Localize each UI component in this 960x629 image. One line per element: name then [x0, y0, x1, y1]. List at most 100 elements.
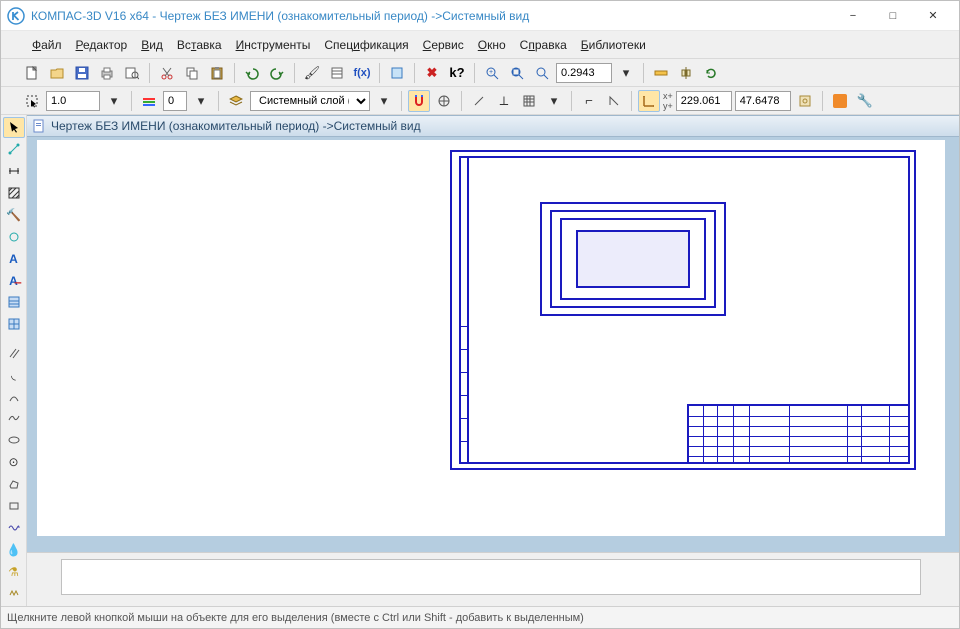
layer-index-dropdown-arrow[interactable]: ▾	[190, 90, 212, 112]
zoom-dropdown-arrow[interactable]: ▾	[615, 62, 637, 84]
table-tool[interactable]	[3, 292, 25, 313]
perp-button[interactable]: ⌐	[578, 90, 600, 112]
window-controls: − □ ✕	[833, 5, 953, 27]
zoom-input[interactable]	[556, 63, 612, 83]
drawing-canvas[interactable]	[37, 140, 945, 536]
hatch-tool[interactable]	[3, 183, 25, 204]
document-titlebar[interactable]: Чертеж БЕЗ ИМЕНИ (ознакомительный период…	[27, 115, 959, 137]
zoom-fit-button[interactable]	[506, 62, 528, 84]
maximize-button[interactable]: □	[873, 5, 913, 27]
mirror-button[interactable]	[675, 62, 697, 84]
statusbar: Щелкните левой кнопкой мыши на объекте д…	[1, 606, 959, 628]
text-tool[interactable]: A	[3, 248, 25, 269]
layer-select[interactable]: Системный слой (0)	[250, 91, 370, 111]
pointer-tool[interactable]	[3, 117, 25, 138]
coord-label-x: x+y+	[663, 91, 673, 111]
orange-panel-button[interactable]	[829, 90, 851, 112]
menu-файл[interactable]: Файл	[25, 34, 69, 56]
grid-button[interactable]	[518, 90, 540, 112]
layer-extra-button[interactable]: ▾	[373, 90, 395, 112]
modify-tool[interactable]: 🔨	[3, 205, 25, 226]
parallel-tool[interactable]	[3, 342, 25, 363]
menu-сервис[interactable]: Сервис	[416, 34, 471, 56]
settings-button[interactable]	[794, 90, 816, 112]
line-tool[interactable]	[3, 139, 25, 160]
coord-button[interactable]	[638, 90, 660, 112]
menu-вид[interactable]: Вид	[134, 34, 170, 56]
angle-button[interactable]	[603, 90, 625, 112]
drop-tool[interactable]: 💧	[3, 539, 25, 560]
circle-tool[interactable]	[3, 226, 25, 247]
undo-button[interactable]	[241, 62, 263, 84]
separator	[643, 63, 644, 83]
wrench-button[interactable]: 🔧	[854, 90, 876, 112]
open-button[interactable]	[46, 62, 68, 84]
menu-окно[interactable]: Окно	[471, 34, 513, 56]
coord-y-input[interactable]	[735, 91, 791, 111]
menu-инструменты[interactable]: Инструменты	[229, 34, 318, 56]
zigzag-tool[interactable]	[3, 583, 25, 604]
refresh-button[interactable]	[700, 62, 722, 84]
menu-библиотеки[interactable]: Библиотеки	[574, 34, 653, 56]
command-input[interactable]	[61, 559, 921, 595]
variables-button[interactable]: f(x)	[351, 62, 373, 84]
ortho-button[interactable]	[468, 90, 490, 112]
preview-button[interactable]	[121, 62, 143, 84]
zoom-region-button[interactable]	[531, 62, 553, 84]
layer-chip[interactable]	[138, 90, 160, 112]
coord-x-input[interactable]	[676, 91, 732, 111]
document-icon	[31, 118, 47, 134]
ellipse-tool[interactable]	[3, 430, 25, 451]
scale-dropdown-arrow[interactable]: ▾	[103, 90, 125, 112]
dimension-tool[interactable]	[3, 161, 25, 182]
menu-спецификация[interactable]: Спецификация	[317, 34, 415, 56]
save-button[interactable]	[71, 62, 93, 84]
command-panel	[27, 552, 959, 606]
minimize-button[interactable]: −	[833, 5, 873, 27]
rect-tool[interactable]	[3, 496, 25, 517]
measure-button[interactable]	[650, 62, 672, 84]
perpline-tool[interactable]: ◟	[3, 364, 25, 385]
redo-button[interactable]	[266, 62, 288, 84]
endpoint-button[interactable]: ⟂	[493, 90, 515, 112]
toolbar-2: ▾ ▾ Системный слой (0) ▾ ⟂ ▾ ⌐ x+y+ 🔧	[1, 87, 959, 115]
toolbar-1: 🖌 f(x) ✖ k? + ▾	[1, 59, 959, 87]
menu-справка[interactable]: Справка	[513, 34, 574, 56]
main-area: Чертеж БЕЗ ИМЕНИ (ознакомительный период…	[27, 115, 959, 606]
table2-tool[interactable]	[3, 314, 25, 335]
arc-tool[interactable]	[3, 386, 25, 407]
drop2-tool[interactable]: ⚗	[3, 561, 25, 582]
separator	[149, 63, 150, 83]
properties-button[interactable]	[326, 62, 348, 84]
help-button[interactable]: k?	[446, 62, 468, 84]
region-button[interactable]	[386, 62, 408, 84]
poly-tool[interactable]	[3, 474, 25, 495]
paste-button[interactable]	[206, 62, 228, 84]
close-button[interactable]: ✕	[913, 5, 953, 27]
new-button[interactable]	[21, 62, 43, 84]
scale-input[interactable]	[46, 91, 100, 111]
separator	[571, 91, 572, 111]
orient-button[interactable]	[433, 90, 455, 112]
spline-tool[interactable]	[3, 408, 25, 429]
print-button[interactable]	[96, 62, 118, 84]
wave-tool[interactable]	[3, 517, 25, 538]
menu-редактор[interactable]: Редактор	[69, 34, 135, 56]
brush-button[interactable]: 🖌	[301, 62, 323, 84]
zoom-in-button[interactable]: +	[481, 62, 503, 84]
separator	[401, 91, 402, 111]
cut-button[interactable]	[156, 62, 178, 84]
menu-вставка[interactable]: Вставка	[170, 34, 229, 56]
separator	[218, 91, 219, 111]
copy-button[interactable]	[181, 62, 203, 84]
layers-icon[interactable]	[225, 90, 247, 112]
grid-dropdown-arrow[interactable]: ▾	[543, 90, 565, 112]
spacer	[1, 336, 26, 342]
stop-button[interactable]: ✖	[421, 62, 443, 84]
snap-button[interactable]	[408, 90, 430, 112]
drawing-rect	[687, 404, 910, 464]
offset-tool[interactable]: ⊙	[3, 452, 25, 473]
layer-index-input[interactable]	[163, 91, 187, 111]
selector-button[interactable]	[21, 90, 43, 112]
edit-text-tool[interactable]: A̶	[3, 270, 25, 291]
